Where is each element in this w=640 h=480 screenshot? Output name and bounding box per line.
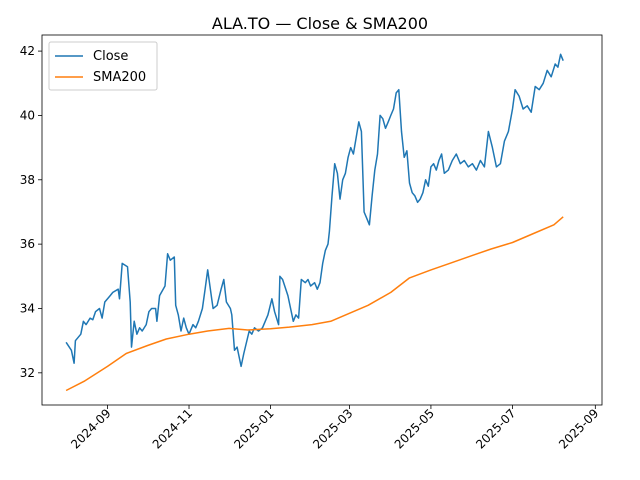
y-tick-label: 38 [20,173,35,187]
legend: Close SMA200 [48,41,158,91]
y-tick-label: 40 [20,108,35,122]
legend-label-close: Close [93,49,128,64]
y-tick-label: 36 [20,237,35,251]
legend-box [48,41,158,91]
series-line-close [65,53,564,368]
y-tick-label: 32 [20,366,35,380]
series-line-sma200 [65,216,564,392]
legend-label-sma200: SMA200 [93,70,146,85]
y-axis: 32 34 36 38 40 42 [20,44,42,380]
plot-area-frame [41,34,603,406]
plot-lines [65,53,564,392]
y-tick-label: 34 [20,301,35,315]
chart-title: ALA.TO — Close & SMA200 [212,14,428,33]
y-tick-label: 42 [20,44,35,58]
